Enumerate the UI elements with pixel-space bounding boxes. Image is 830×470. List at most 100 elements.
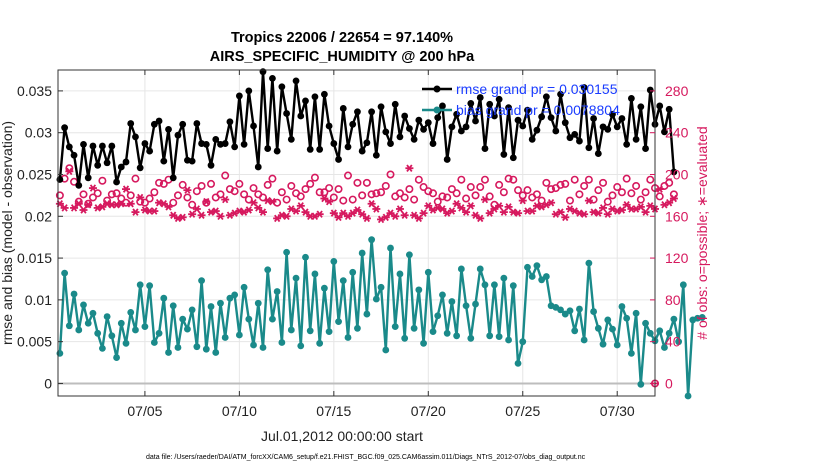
star-stroke: [288, 205, 295, 213]
obs-evaluated-point: [509, 208, 518, 216]
obs-evaluated-point: [518, 196, 527, 205]
y-tick-label: 0.01: [25, 292, 52, 308]
rmse-point: [448, 123, 456, 131]
rmse-point: [557, 90, 564, 98]
y-tick-label: 0: [44, 375, 52, 391]
obs-possible-point: [580, 181, 589, 190]
obs-possible-point: [93, 189, 102, 198]
rmse-point: [160, 157, 168, 165]
obs-evaluated-point: [211, 207, 220, 215]
rmse-point: [344, 143, 352, 151]
star-stroke: [85, 201, 92, 209]
rmse-point: [576, 137, 583, 145]
obs-evaluated-point: [457, 204, 466, 212]
rmse-point: [358, 147, 366, 155]
star-stroke: [104, 200, 111, 208]
bias-point: [467, 334, 475, 342]
rmse-point: [122, 158, 130, 166]
bias-point: [571, 327, 579, 335]
star-stroke: [302, 208, 309, 216]
rmse-point: [141, 140, 149, 147]
obs-possible-point: [183, 193, 192, 202]
obs-possible-point: [386, 170, 395, 179]
bias-point: [505, 336, 512, 344]
bias-point: [297, 342, 305, 350]
rmse-point: [500, 151, 508, 158]
star-stroke: [533, 202, 541, 210]
bias-point: [325, 328, 333, 336]
obs-evaluated-point: [131, 208, 140, 216]
star-stroke: [75, 200, 82, 208]
rmse-point: [642, 145, 649, 152]
bias-point: [98, 344, 106, 352]
star-stroke: [198, 211, 205, 219]
obs-evaluated-point: [79, 206, 88, 214]
obs-possible-point: [84, 199, 93, 208]
star-stroke: [340, 209, 347, 217]
star-stroke: [614, 207, 621, 215]
rmse-point: [670, 168, 678, 176]
rmse-point: [330, 140, 338, 147]
obs-possible-point: [301, 185, 310, 194]
obs-evaluated-point: [476, 214, 485, 223]
bias-point: [65, 322, 73, 330]
obs-evaluated-point: [433, 204, 442, 212]
star-stroke: [637, 203, 644, 211]
obs-possible-point: [495, 180, 504, 189]
obs-possible-point: [296, 192, 305, 201]
bias-point: [174, 344, 182, 351]
obs-evaluated-point: [178, 213, 187, 222]
obs-possible-point: [173, 191, 182, 200]
bias-point: [590, 308, 597, 315]
x-tick-label: 07/25: [505, 403, 540, 419]
star-stroke: [349, 209, 356, 217]
bias-point: [198, 277, 205, 285]
star-stroke: [628, 205, 635, 213]
star-stroke: [99, 203, 106, 211]
rmse-point: [169, 174, 177, 182]
star-stroke: [666, 198, 673, 207]
rmse-point: [212, 135, 220, 143]
bias-point: [330, 258, 338, 265]
obs-possible-point: [249, 184, 258, 193]
obs-evaluated-point: [358, 210, 367, 218]
bias-point: [240, 283, 248, 291]
rmse-point: [132, 133, 139, 141]
bias-point: [599, 340, 607, 348]
bias-point: [179, 315, 187, 323]
bias-point: [254, 299, 262, 307]
bias-point: [226, 294, 234, 302]
rmse-point: [396, 133, 404, 141]
rmse-point: [429, 140, 437, 147]
rmse-point: [420, 125, 427, 133]
rmse-point: [646, 86, 654, 94]
rmse-point: [618, 115, 626, 122]
obs-possible-point: [55, 191, 64, 200]
bias-point: [217, 299, 224, 307]
bias-point: [613, 341, 621, 349]
bias-point: [354, 324, 361, 332]
obs-possible-point: [547, 185, 556, 194]
bias-point: [363, 310, 371, 318]
obs-possible-point: [362, 178, 371, 187]
rmse-point: [524, 106, 531, 114]
bias-point: [656, 327, 664, 335]
bias-point: [292, 274, 300, 282]
obs-possible-point: [665, 178, 674, 187]
rmse-point: [89, 142, 97, 150]
obs-evaluated-point: [216, 212, 225, 221]
rmse-point: [127, 120, 135, 127]
bias-point: [117, 319, 125, 327]
x-tick-label: 07/10: [222, 403, 257, 419]
obs-evaluated-point: [561, 213, 570, 222]
obs-evaluated-point: [258, 208, 267, 216]
obs-evaluated-point: [84, 201, 93, 209]
star-stroke: [415, 214, 422, 223]
rmse-point: [335, 156, 342, 163]
bias-point: [476, 265, 484, 273]
rmse-point: [486, 100, 494, 108]
bias-point: [387, 244, 394, 252]
bias-point: [75, 326, 83, 334]
star-stroke: [670, 194, 678, 203]
obs-possible-point: [476, 183, 485, 192]
